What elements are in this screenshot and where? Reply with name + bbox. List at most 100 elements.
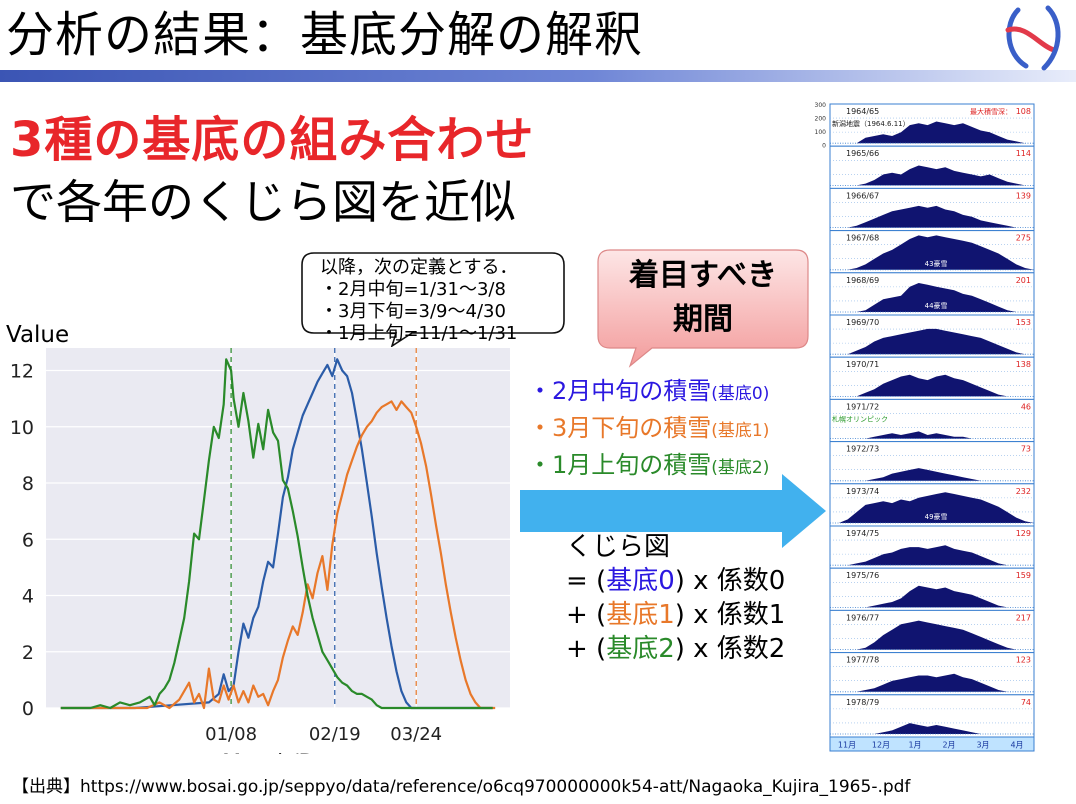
headline: 3種の基底の組み合わせ — [10, 112, 535, 168]
logo-icon — [1005, 5, 1061, 71]
max-depth-label: 159 — [1016, 571, 1031, 580]
year-label: 1977/78 — [846, 656, 879, 665]
focus-period-callout: 着目すべき 期間 — [596, 248, 810, 368]
y-tick-label: 4 — [22, 586, 34, 608]
max-depth-label: 232 — [1016, 487, 1031, 496]
snow-depth-area — [830, 723, 1034, 734]
month-label: 11月 — [838, 741, 856, 750]
x-tick-label: 02/19 — [309, 724, 361, 745]
snow-depth-area — [830, 492, 1034, 523]
max-depth-label: 217 — [1016, 613, 1031, 622]
snow-depth-area — [830, 431, 1034, 439]
year-label: 1971/72 — [846, 402, 879, 411]
x-tick-label: 01/08 — [205, 724, 257, 745]
year-label: 1966/67 — [846, 191, 879, 200]
page-title: 分析の結果：基底分解の解釈 — [6, 7, 644, 63]
series-line-0 — [60, 358, 493, 710]
scale-label: 0 — [822, 143, 826, 150]
month-label: 4月 — [1010, 741, 1023, 750]
right-arrow-icon — [520, 474, 826, 548]
y-tick-label: 12 — [10, 361, 34, 383]
basis-1-item: ・3月下旬の積雪(基底1) — [528, 414, 770, 442]
callout-line: ・3月下旬=3/9～4/30 — [320, 301, 506, 322]
year-label: 1970/71 — [846, 360, 879, 369]
max-depth-label: 74 — [1021, 698, 1031, 707]
heavy-snow-label: 43豪雪 — [925, 259, 948, 268]
snow-depth-area — [830, 545, 1034, 566]
month-label: 1月 — [908, 741, 921, 750]
year-label: 1972/73 — [846, 445, 879, 454]
snow-depth-area — [830, 121, 1034, 144]
max-depth-label: 123 — [1016, 656, 1031, 665]
callout-line: 以降，次の定義とする． — [320, 257, 518, 278]
x-tick-label: 03/24 — [390, 724, 442, 745]
callout-line: ・2月中旬=1/31～3/8 — [320, 279, 506, 300]
x-axis-label: Month/Day — [222, 751, 342, 754]
snow-depth-area — [830, 235, 1034, 270]
snow-depth-area — [830, 205, 1034, 228]
snow-depth-area — [830, 585, 1034, 608]
max-depth-label: 153 — [1016, 318, 1031, 327]
snow-depth-area — [830, 620, 1034, 650]
formula-line-2: = (基底0) x 係数0 — [566, 566, 786, 596]
max-depth-label: 138 — [1016, 360, 1031, 369]
year-label: 1969/70 — [846, 318, 879, 327]
formula-line-3: + (基底1) x 係数1 — [566, 600, 786, 630]
callout-bubble — [301, 252, 565, 347]
y-tick-label: 8 — [22, 473, 34, 495]
callout-text: 以降，次の定義とする． ・2月中旬=1/31～3/8 ・3月下旬=3/9～4/3… — [320, 257, 517, 345]
basis-2-item: ・1月上旬の積雪(基底2) — [528, 451, 770, 479]
focus-line-1: 着目すべき — [629, 258, 777, 293]
month-label: 12月 — [872, 741, 890, 750]
title-underline — [0, 70, 1076, 82]
snow-depth-area — [830, 165, 1034, 186]
formula-line-1: くじら図 — [566, 532, 671, 562]
month-label: 2月 — [942, 741, 955, 750]
snow-depth-area — [830, 468, 1034, 481]
year-label: 1968/69 — [846, 276, 879, 285]
scale-label: 200 — [815, 116, 827, 123]
snow-depth-area — [830, 283, 1034, 312]
focus-text: 着目すべき 期間 — [596, 254, 810, 342]
max-depth-label: 73 — [1021, 445, 1031, 454]
event-note: 新潟地震（1964.6.11） — [832, 119, 910, 128]
max-depth-label: 129 — [1016, 529, 1031, 538]
y-tick-label: 6 — [22, 529, 34, 551]
basis-line-chart: 0 2 4 6 8 10 12 01/08 02/19 03/24 Value Month/Day — [6, 322, 510, 754]
month-axis-bar — [829, 736, 1035, 752]
year-label: 1964/65 — [846, 107, 879, 116]
year-label: 1965/66 — [846, 149, 879, 158]
year-label: 1976/77 — [846, 613, 879, 622]
year-label: 1975/76 — [846, 571, 879, 580]
kujira-diagram-panel: 300 200 100 0 1964/65 108 最大積雪深： 新潟地震（1964.6.11… — [815, 102, 1035, 752]
max-depth-label: 108 — [1016, 107, 1031, 116]
y-tick-label: 10 — [10, 417, 34, 439]
y-tick-label: 2 — [22, 642, 34, 664]
formula-line-4: + (基底2) x 係数2 — [566, 634, 786, 664]
scale-label: 100 — [815, 129, 827, 136]
basis-0-item: ・2月中旬の積雪(基底0) — [528, 377, 770, 405]
series-line-1 — [60, 400, 496, 710]
max-depth-label: 201 — [1016, 276, 1031, 285]
basis-legend: ・2月中旬の積雪(基底0) ・3月下旬の積雪(基底1) ・1月上旬の積雪(基底2… — [528, 374, 769, 485]
max-depth-label: 114 — [1016, 149, 1031, 158]
year-label: 1974/75 — [846, 529, 879, 538]
event-note: 札幌オリンピック — [832, 414, 888, 423]
callout-line: ・1月上旬=11/1～1/31 — [320, 323, 518, 344]
year-label: 1978/79 — [846, 698, 879, 707]
heavy-snow-label: 44豪雪 — [925, 301, 948, 310]
snow-depth-area — [830, 673, 1034, 692]
series-line-2 — [60, 358, 493, 710]
subheadline: で各年のくじら図を近似 — [10, 175, 516, 229]
snow-depth-area — [830, 374, 1034, 397]
max-depth-label: 139 — [1016, 191, 1031, 200]
heavy-snow-label: 49豪雪 — [925, 512, 948, 521]
scale-label: 300 — [815, 102, 827, 109]
year-label: 1973/74 — [846, 487, 879, 496]
focus-line-2: 期間 — [673, 302, 733, 337]
snow-depth-area — [830, 328, 1034, 355]
source-citation: 【出典】https://www.bosai.go.jp/seppyo/data/… — [12, 777, 911, 797]
max-depth-label: 275 — [1016, 234, 1031, 243]
year-label: 1967/68 — [846, 234, 879, 243]
max-depth-label: 46 — [1021, 402, 1031, 411]
